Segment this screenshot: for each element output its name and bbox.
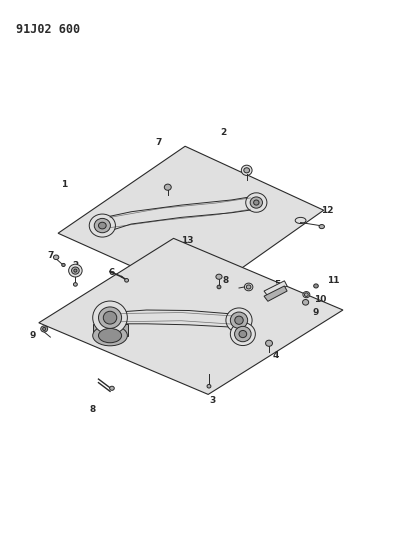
Ellipse shape [71,267,79,274]
Polygon shape [111,310,243,327]
Ellipse shape [253,200,259,205]
Text: 4: 4 [272,351,279,360]
Text: 13: 13 [181,237,193,245]
Text: 11: 11 [327,276,340,285]
Polygon shape [264,281,287,296]
Ellipse shape [226,308,252,333]
Ellipse shape [230,312,248,328]
Ellipse shape [295,217,306,223]
Ellipse shape [53,255,59,260]
Text: 5: 5 [274,280,281,289]
Text: 12: 12 [321,206,334,215]
Ellipse shape [125,279,128,282]
Ellipse shape [99,328,122,343]
Text: 7: 7 [47,251,54,260]
Text: 91J02 600: 91J02 600 [16,23,80,36]
Polygon shape [102,196,256,233]
Ellipse shape [244,168,249,173]
Ellipse shape [246,285,251,289]
Text: 6: 6 [109,268,115,277]
Ellipse shape [89,214,115,237]
Ellipse shape [303,292,310,298]
Ellipse shape [302,300,309,305]
Ellipse shape [73,282,77,286]
Polygon shape [93,324,128,336]
Ellipse shape [314,284,318,288]
Text: 2: 2 [72,261,79,270]
Ellipse shape [244,283,253,291]
Ellipse shape [109,386,114,390]
Ellipse shape [69,264,82,277]
Ellipse shape [239,330,247,337]
Ellipse shape [217,285,221,289]
Polygon shape [58,146,324,297]
Ellipse shape [235,316,243,324]
Ellipse shape [250,197,263,208]
Text: 9: 9 [313,308,319,317]
Ellipse shape [216,274,222,279]
Text: 7: 7 [116,318,123,327]
Text: 9: 9 [30,331,36,340]
Ellipse shape [62,263,65,266]
Ellipse shape [319,224,324,229]
Text: 1: 1 [61,180,67,189]
Ellipse shape [94,219,110,233]
Text: 3: 3 [209,396,215,405]
Ellipse shape [93,301,128,334]
Ellipse shape [235,326,251,342]
Ellipse shape [246,193,267,212]
Text: 2: 2 [221,128,227,137]
Polygon shape [39,238,343,394]
Ellipse shape [230,322,255,345]
Ellipse shape [99,222,106,229]
Ellipse shape [304,293,308,296]
Ellipse shape [93,325,128,346]
Ellipse shape [99,307,122,328]
Ellipse shape [241,165,252,175]
Ellipse shape [207,384,211,388]
Polygon shape [264,286,287,301]
Ellipse shape [164,184,171,190]
Text: 7: 7 [155,138,161,147]
Text: 10: 10 [314,295,326,304]
Ellipse shape [103,311,117,324]
Ellipse shape [43,327,46,330]
Text: 8: 8 [89,405,96,414]
Ellipse shape [74,269,77,272]
Ellipse shape [41,326,48,332]
Ellipse shape [265,340,273,346]
Text: 8: 8 [223,276,229,285]
